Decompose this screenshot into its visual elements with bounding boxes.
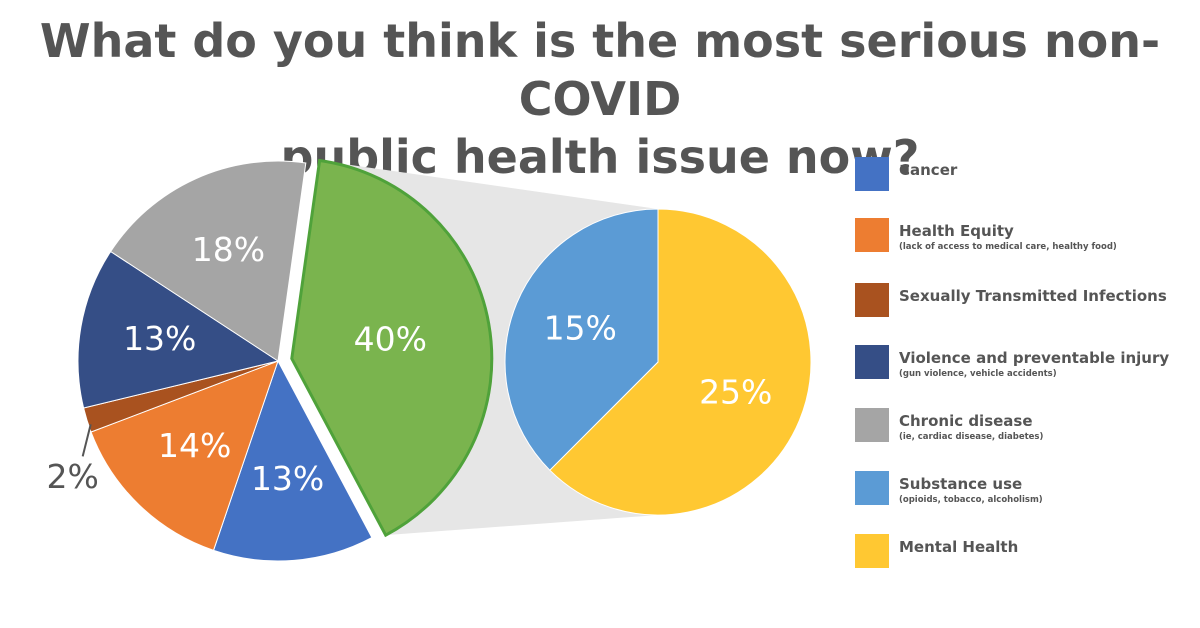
legend-item: Cancer [855,157,957,193]
legend-swatch [855,471,889,505]
legend-text: Sexually Transmitted Infections [899,287,1167,305]
legend-item: Mental Health [855,534,1018,570]
legend-text: Substance use (opioids, tobacco, alcohol… [899,475,1043,506]
legend-text: Health Equity (lack of access to medical… [899,222,1117,253]
legend-sublabel: (lack of access to medical care, healthy… [899,242,1117,252]
slice-label-cancer: 13% [251,459,324,498]
chart-title-line-1: What do you think is the most serious no… [39,14,1161,126]
slice-label-violence-and-preventable-injury: 13% [123,319,196,358]
legend-label: Chronic disease [899,412,1033,430]
legend-text: Violence and preventable injury (gun vio… [899,349,1169,380]
legend-item: Substance use (opioids, tobacco, alcohol… [855,471,1043,507]
legend-text: Cancer [899,161,957,179]
legend-label: Violence and preventable injury [899,349,1170,367]
chart-title: What do you think is the most serious no… [0,12,1200,186]
slice-label-substance-use: 15% [544,308,617,347]
slice-label-sexually-transmitted-infections: 2% [46,457,98,496]
breakout-pie: 25% 15% [504,208,812,516]
sti-leader-line [81,424,92,457]
legend-label: Mental Health [899,538,1019,556]
slice-label-chronic-disease: 18% [192,230,265,269]
slice-health-equity [90,360,279,551]
legend-label: Cancer [899,161,958,179]
main-pie: 40% 13% 14% 2% 13% 18% [46,158,494,562]
legend-swatch [855,283,889,317]
legend-item: Health Equity (lack of access to medical… [855,218,1117,254]
legend-swatch [855,534,889,568]
legend-swatch [855,345,889,379]
legend-swatch [855,157,889,191]
legend-swatch [855,218,889,252]
slice-chronic-disease [109,160,307,362]
slice-mental-health [549,208,812,516]
slice-cancer [212,359,373,562]
legend-sublabel: (opioids, tobacco, alcoholism) [899,495,1043,505]
slice-label-mental-health: 25% [699,373,772,412]
legend-item: Sexually Transmitted Infections [855,283,1167,319]
slice-substance-use [504,208,659,471]
slice-substance-use-mental-health [290,158,494,538]
slice-violence-and-preventable-injury [77,250,280,409]
legend-sublabel: (ie, cardiac disease, diabetes) [899,432,1044,442]
legend-sublabel: (gun violence, vehicle accidents) [899,369,1057,379]
legend-label: Substance use [899,475,1023,493]
legend-label: Health Equity [899,222,1014,240]
legend-item: Chronic disease (ie, cardiac disease, di… [855,408,1043,444]
legend-swatch [855,408,889,442]
legend-item: Violence and preventable injury (gun vio… [855,345,1169,381]
legend-label: Sexually Transmitted Infections [899,287,1167,305]
legend-text: Chronic disease (ie, cardiac disease, di… [899,412,1043,443]
slice-label-substance-use-mental-health: 40% [354,320,427,359]
slice-label-health-equity: 14% [158,426,231,465]
legend-text: Mental Health [899,538,1018,556]
